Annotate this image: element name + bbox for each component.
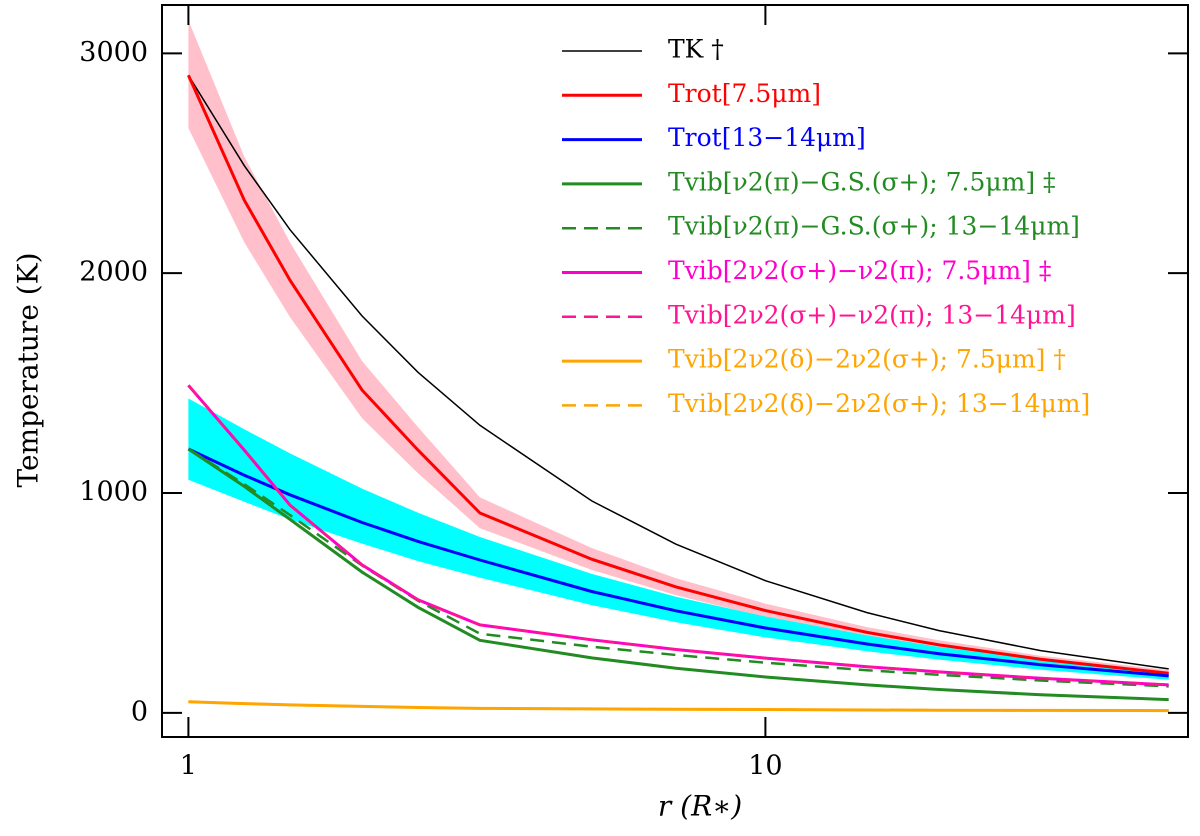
series-line	[187, 74, 1169, 675]
y-axis-label: Temperature (K)	[12, 252, 45, 487]
series-line	[187, 384, 1169, 687]
y-tick-label: 3000	[79, 37, 148, 68]
series-line	[188, 700, 1169, 712]
legend-label: Trot[13−14μm]	[668, 123, 866, 152]
y-tick-label: 2000	[79, 257, 148, 288]
band	[188, 398, 1169, 680]
legend-label: Tvib[2ν2(δ)−2ν2(σ+); 13−14μm]	[668, 389, 1090, 418]
legend-label: Tvib[2ν2(δ)−2ν2(σ+); 7.5μm] †	[668, 345, 1066, 374]
legend-label: Tvib[ν2(π)−G.S.(σ+); 13−14μm]	[668, 212, 1080, 241]
series-line	[187, 447, 1169, 688]
legend-label: Tvib[2ν2(σ+)−ν2(π); 13−14μm]	[668, 300, 1076, 329]
series-line	[187, 447, 1169, 678]
series-line	[187, 447, 1169, 702]
x-tick-label: 10	[748, 751, 782, 782]
legend-label: Trot[7.5μm]	[668, 79, 821, 108]
y-tick-label: 1000	[79, 477, 148, 508]
legend-label: Tvib[ν2(π)−G.S.(σ+); 7.5μm] ‡	[668, 167, 1056, 196]
x-tick-label: 1	[180, 751, 197, 782]
legend-label: TK †	[668, 35, 724, 64]
series-line	[187, 74, 1169, 670]
y-tick-label: 0	[131, 696, 148, 727]
series-line	[187, 384, 1169, 687]
plot-frame	[161, 4, 1189, 738]
legend-label: Tvib[2ν2(σ+)−ν2(π); 7.5μm] ‡	[668, 256, 1051, 285]
x-axis-label: r (R∗)	[658, 790, 742, 823]
